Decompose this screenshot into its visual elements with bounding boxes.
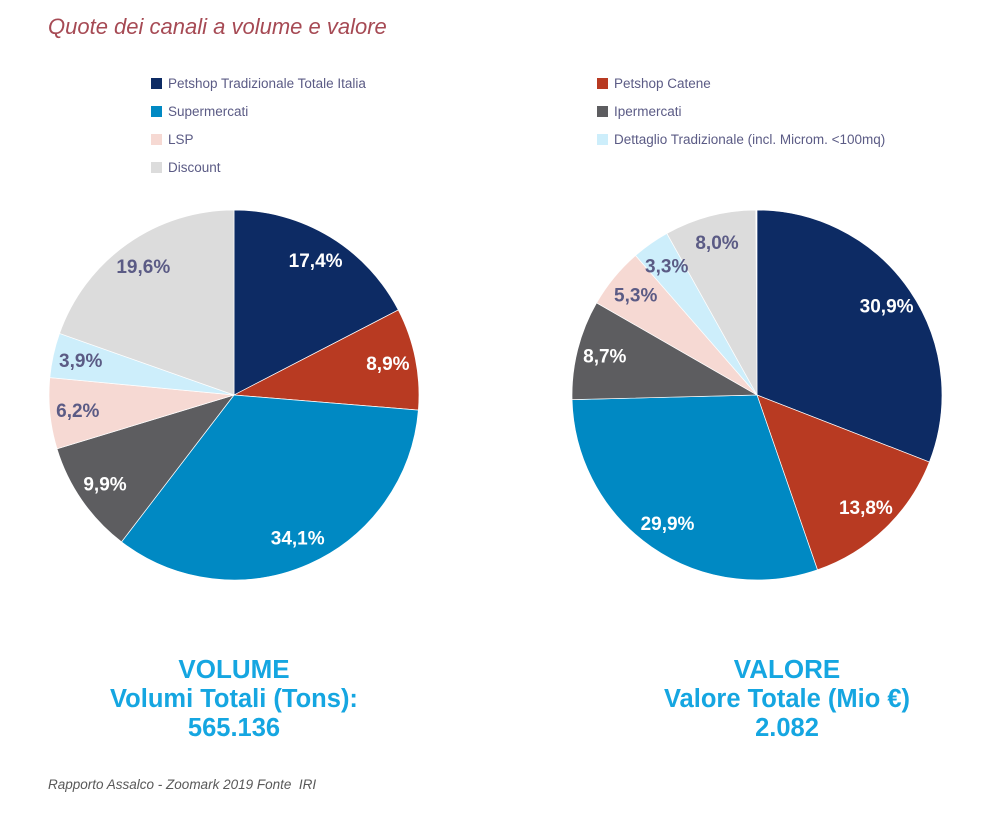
svg-text:8,0%: 8,0%: [695, 233, 738, 254]
svg-text:8,9%: 8,9%: [366, 354, 409, 375]
svg-text:17,4%: 17,4%: [289, 251, 343, 272]
svg-text:8,7%: 8,7%: [583, 346, 626, 367]
svg-text:5,3%: 5,3%: [614, 285, 657, 306]
svg-text:9,9%: 9,9%: [83, 475, 126, 496]
svg-text:3,9%: 3,9%: [59, 351, 102, 372]
svg-text:29,9%: 29,9%: [641, 514, 695, 535]
svg-text:34,1%: 34,1%: [271, 529, 325, 550]
svg-text:13,8%: 13,8%: [839, 498, 893, 519]
svg-text:3,3%: 3,3%: [645, 257, 688, 278]
svg-text:30,9%: 30,9%: [860, 296, 914, 317]
svg-text:19,6%: 19,6%: [116, 257, 170, 278]
svg-text:6,2%: 6,2%: [56, 401, 99, 422]
